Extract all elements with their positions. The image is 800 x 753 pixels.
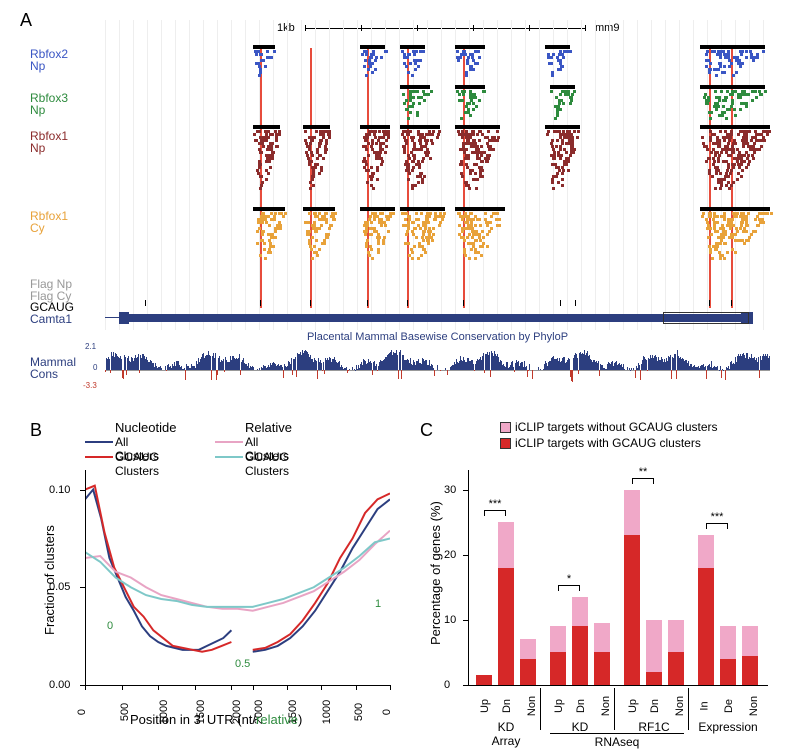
bar-with — [572, 626, 588, 685]
cons-ymin: -3.3 — [83, 381, 97, 390]
browser-area: 1kb mm9 Placental Mammal Basewis — [105, 20, 770, 400]
gcaug-row — [105, 300, 770, 306]
ytick-label: 20 — [444, 549, 456, 561]
xtick-label: 0 — [381, 709, 393, 715]
ytick-label: 0 — [444, 679, 450, 691]
group-label: KDArray — [476, 720, 536, 748]
ytick-label: 0.00 — [49, 679, 70, 691]
bar-with — [624, 535, 640, 685]
cons-ymax: 2.1 — [85, 342, 96, 351]
xtick-label: Up — [553, 699, 565, 713]
bar-with — [476, 675, 492, 685]
xtick-label: Dn — [649, 699, 661, 713]
bar-with — [668, 652, 684, 685]
group-label: RF1C — [624, 720, 684, 734]
bar-with — [720, 659, 736, 685]
bar-without — [550, 626, 566, 652]
xtick-label: 500 — [353, 703, 365, 721]
bar-without — [742, 626, 758, 655]
bar-without — [720, 626, 736, 659]
y-axis-b — [85, 470, 86, 685]
cons-track — [105, 348, 770, 390]
ytick-label: 30 — [444, 484, 456, 496]
bar-with — [520, 659, 536, 685]
xlabel-b-main: Position in 3' UTR (nt/ — [130, 712, 256, 727]
track-sub: Np — [30, 104, 45, 116]
sig-label: *** — [485, 498, 505, 510]
bar-without — [594, 623, 610, 652]
bar-with — [594, 652, 610, 685]
xtick-label: Non — [526, 696, 538, 716]
xtick-label: 500 — [119, 703, 131, 721]
ytick-label: 0.10 — [49, 484, 70, 496]
sig-label: * — [559, 573, 579, 585]
cons-title: Placental Mammal Basewise Conservation b… — [105, 331, 770, 343]
panel-c: iCLIP targets without GCAUG clusters iCL… — [420, 420, 775, 730]
xtick-label: De — [723, 699, 735, 713]
xlabel-b-end: ) — [298, 712, 302, 727]
bar-without — [646, 620, 662, 672]
xlabel-b-accent: relative — [256, 712, 298, 727]
xtick-label: Dn — [575, 699, 587, 713]
xtick-label: 1000 — [322, 700, 334, 724]
xtick-label: Non — [600, 696, 612, 716]
row-label: Camta1 — [30, 312, 72, 326]
grid-lines — [105, 20, 770, 330]
track-sub: Cy — [30, 222, 45, 234]
legC-l2: iCLIP targets with GCAUG clusters — [515, 436, 701, 450]
xtick-label: In — [699, 701, 711, 710]
xtick-label: Up — [627, 699, 639, 713]
chart-b: 0.100.050.00 050010001500200020001500100… — [85, 470, 390, 685]
bar-with — [742, 656, 758, 685]
group-label: Expression — [698, 720, 758, 734]
panel-b: Nucleotide Relative All Clusters All Clu… — [30, 420, 400, 730]
group-label: KD — [550, 720, 610, 734]
xtick-label: Non — [748, 696, 760, 716]
bar-with — [498, 568, 514, 685]
xtick-label: Up — [479, 699, 491, 713]
bar-without — [498, 522, 514, 568]
row-label: Cons — [30, 367, 58, 381]
bar-with — [646, 672, 662, 685]
relmark0: 0 — [107, 620, 113, 632]
ytick-label: 10 — [444, 614, 456, 626]
track-sub: Np — [30, 142, 45, 154]
x-axis-b — [85, 685, 390, 686]
xlabel-b: Position in 3' UTR (nt/relative) — [130, 712, 302, 727]
subgroup-label: RNAseq — [550, 735, 684, 749]
sig-label: ** — [633, 466, 653, 478]
track-sub: Np — [30, 60, 45, 72]
bar-without — [698, 535, 714, 568]
relmark1: 1 — [375, 598, 381, 610]
panel-a: 1kb mm9 Placental Mammal Basewis — [30, 20, 770, 400]
leg-col1: Nucleotide — [115, 420, 176, 435]
ylabel-c: Percentage of genes (%) — [428, 501, 443, 645]
bar-with — [550, 652, 566, 685]
ylabel-b: Fraction of clusters — [42, 525, 57, 635]
legend-c: iCLIP targets without GCAUG clusters iCL… — [500, 420, 718, 450]
bar-without — [572, 597, 588, 626]
xtick-label: Non — [674, 696, 686, 716]
bar-with — [698, 568, 714, 685]
camta1-track — [105, 312, 770, 326]
bar-without — [624, 490, 640, 536]
cons-yzero: 0 — [93, 363, 97, 372]
x-axis-c — [468, 685, 768, 686]
bar-without — [668, 620, 684, 653]
xtick-label: 0 — [76, 709, 88, 715]
relmark05: 0.5 — [235, 658, 250, 670]
chart-b-svg — [85, 470, 390, 685]
sig-label: *** — [707, 511, 727, 523]
legC-l1: iCLIP targets without GCAUG clusters — [515, 420, 718, 434]
bar-without — [520, 639, 536, 659]
xtick-label: Dn — [501, 699, 513, 713]
leg-col2: Relative — [245, 420, 292, 435]
chart-c: 0102030 UpDnNonUpDnNonUpDnNonInDeNon ***… — [468, 470, 768, 685]
